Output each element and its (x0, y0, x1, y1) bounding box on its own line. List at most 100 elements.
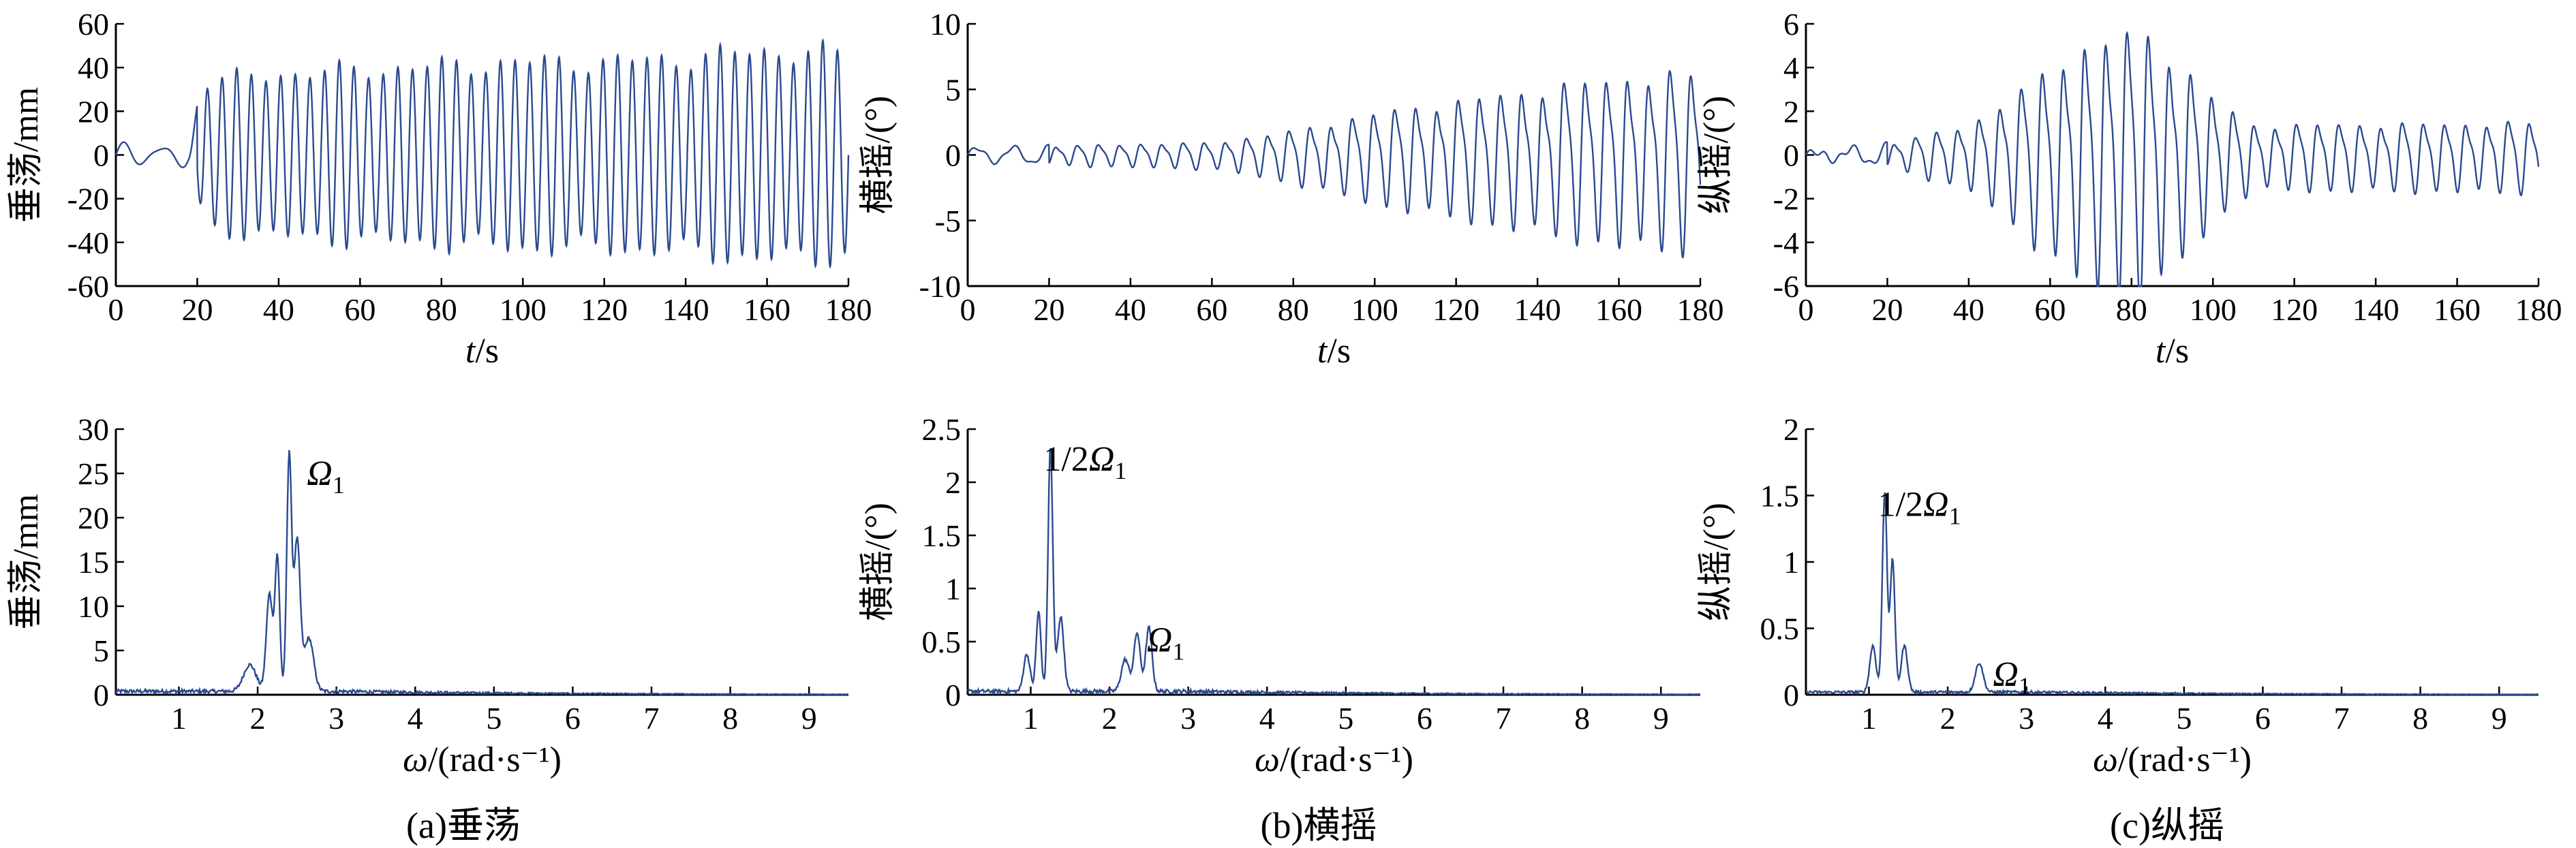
pitch-time-x-tick-label: 100 (2190, 292, 2237, 327)
roll-spectrum-peak-annotation: 1/2Ω1 (1043, 440, 1126, 484)
roll-time-x-tick-label: 60 (1196, 292, 1227, 327)
roll-time-y-tick-label: 5 (945, 72, 961, 107)
roll-spectrum-x-tick-label: 1 (1023, 701, 1039, 736)
heave-time-y-tick-label: 60 (78, 7, 109, 42)
pitch-time-y-tick-label: -4 (1773, 225, 1799, 260)
pitch-spectrum-x-tick-label: 7 (2334, 701, 2350, 736)
roll-spectrum-x-tick-label: 5 (1338, 701, 1353, 736)
roll-time-x-tick-label: 140 (1514, 292, 1561, 327)
heave-spectrum-x-tick-label: 5 (486, 701, 502, 736)
roll-spectrum-x-tick-label: 8 (1574, 701, 1590, 736)
pitch-time-y-label: 纵摇/(°) (1697, 96, 1736, 215)
roll-time-x-tick-label: 160 (1595, 292, 1642, 327)
pitch-time-x-tick-label: 80 (2116, 292, 2147, 327)
caption-a: (a)垂荡 (406, 805, 521, 846)
pitch-spectrum-y-tick-label: 1.5 (1760, 479, 1800, 514)
heave-time-x-tick-label: 180 (825, 292, 872, 327)
heave-time-y-tick-label: 40 (78, 50, 109, 85)
heave-spectrum-y-tick-label: 0 (93, 678, 109, 712)
pitch-spectrum-x-tick-label: 6 (2255, 701, 2271, 736)
roll-spectrum-x-tick-label: 7 (1496, 701, 1512, 736)
roll-spectrum-series-line (966, 447, 1701, 696)
pitch-time-x-tick-label: 60 (2034, 292, 2066, 327)
heave-spectrum-chart: 1 2 3 4 5 6 7 8 9 0 5 10 15 20 25 30 垂荡/mm ω/(rad·s⁻¹) Ω1 (7, 412, 849, 779)
roll-time-series-line (966, 69, 1702, 259)
heave-time-y-tick-label: -60 (67, 269, 109, 304)
roll-time-y-tick-label: -5 (935, 204, 961, 238)
roll-spectrum-x-tick-label: 3 (1180, 701, 1196, 736)
roll-spectrum-x-tick-label: 2 (1102, 701, 1118, 736)
roll-time-x-tick-label: 40 (1115, 292, 1146, 327)
heave-spectrum-x-tick-label: 9 (801, 701, 817, 736)
heave-time-x-label: t/s (465, 332, 499, 371)
pitch-spectrum-x-label: ω/(rad·s⁻¹) (2093, 740, 2252, 779)
heave-spectrum-x-tick-label: 4 (408, 701, 423, 736)
roll-time-y-tick-label: -10 (919, 269, 961, 304)
roll-time-x-tick-label: 20 (1033, 292, 1064, 327)
heave-spectrum-y-label: 垂荡/mm (7, 494, 46, 629)
heave-spectrum-series-line (114, 450, 849, 696)
pitch-time-x-tick-label: 0 (1798, 292, 1814, 327)
heave-time-y-tick-label: 0 (93, 138, 109, 173)
roll-spectrum-y-tick-label: 1 (945, 571, 961, 606)
pitch-spectrum-y-label: 纵摇/(°) (1697, 503, 1736, 621)
roll-time-y-tick-label: 0 (945, 138, 961, 173)
heave-spectrum-x-tick-label: 6 (565, 701, 581, 736)
pitch-spectrum-series-line (1805, 492, 2539, 696)
pitch-time-x-tick-label: 180 (2515, 292, 2562, 327)
pitch-time-y-tick-label: 6 (1783, 7, 1799, 42)
heave-time-y-tick-label: -20 (67, 182, 109, 217)
pitch-time-x-tick-label: 40 (1953, 292, 1984, 327)
heave-spectrum-x-tick-label: 1 (171, 701, 187, 736)
pitch-time-x-label: t/s (2156, 332, 2189, 371)
heave-time-x-tick-label: 60 (344, 292, 375, 327)
pitch-spectrum-y-tick-label: 0 (1783, 678, 1799, 712)
heave-time-x-tick-label: 40 (263, 292, 294, 327)
heave-time-y-tick-label: 20 (78, 94, 109, 129)
roll-spectrum-chart: 1 2 3 4 5 6 7 8 9 0 0.5 1 1.5 2 2.5 横摇/(°) ω/(rad·s⁻¹) 1/… (859, 412, 1701, 779)
pitch-spectrum-y-tick-label: 1 (1783, 545, 1799, 580)
pitch-time-y-tick-label: -2 (1773, 182, 1799, 217)
roll-spectrum-y-tick-label: 2 (945, 465, 961, 500)
pitch-spectrum-x-tick-label: 5 (2176, 701, 2192, 736)
heave-spectrum-y-tick-label: 15 (78, 545, 109, 580)
pitch-spectrum-peak-annotation: 1/2Ω1 (1878, 486, 1961, 530)
heave-time-x-tick-label: 120 (581, 292, 628, 327)
caption-b: (b)横摇 (1261, 805, 1377, 846)
roll-spectrum-y-tick-label: 1.5 (922, 518, 962, 553)
pitch-time-x-tick-label: 120 (2271, 292, 2318, 327)
pitch-spectrum-x-tick-label: 8 (2412, 701, 2428, 736)
roll-time-chart: 0 20 40 60 80 100 120 140 160 180 -10 -5 0 5 10 横摇/(°) t… (859, 7, 1724, 371)
pitch-time-x-tick-label: 140 (2352, 292, 2399, 327)
pitch-time-x-tick-label: 20 (1871, 292, 1903, 327)
roll-spectrum-y-tick-label: 2.5 (922, 412, 962, 447)
roll-time-x-tick-label: 100 (1351, 292, 1398, 327)
roll-spectrum-y-label: 横摇/(°) (859, 503, 898, 621)
heave-time-y-tick-label: -40 (67, 225, 109, 260)
pitch-time-y-tick-label: -6 (1773, 269, 1799, 304)
pitch-time-x-tick-label: 160 (2434, 292, 2481, 327)
heave-spectrum-x-tick-label: 7 (644, 701, 660, 736)
heave-time-x-tick-label: 100 (500, 292, 547, 327)
pitch-time-series-line (1805, 31, 2540, 287)
pitch-time-y-tick-label: 2 (1783, 94, 1799, 129)
roll-time-y-label: 横摇/(°) (859, 96, 898, 215)
heave-spectrum-x-label: ω/(rad·s⁻¹) (403, 740, 562, 779)
roll-time-x-label: t/s (1317, 332, 1351, 371)
roll-spectrum-x-tick-label: 4 (1259, 701, 1275, 736)
pitch-spectrum-y-tick-label: 0.5 (1760, 612, 1800, 646)
heave-time-chart: 0 20 40 60 80 100 120 140 160 180 -60 -40 -20 0 20 40 60… (7, 7, 872, 371)
roll-spectrum-y-tick-label: 0.5 (922, 625, 962, 659)
heave-time-x-tick-label: 20 (181, 292, 213, 327)
roll-time-x-tick-label: 120 (1432, 292, 1479, 327)
roll-spectrum-x-label: ω/(rad·s⁻¹) (1255, 740, 1413, 779)
roll-time-y-tick-label: 10 (930, 7, 961, 42)
heave-spectrum-y-tick-label: 25 (78, 456, 109, 491)
heave-spectrum-y-tick-label: 20 (78, 501, 109, 535)
pitch-spectrum-chart: 1 2 3 4 5 6 7 8 9 0 0.5 1 1.5 2 纵摇/(°) ω/(rad·s⁻¹) 1/2Ω1… (1697, 412, 2539, 779)
roll-time-x-tick-label: 80 (1278, 292, 1309, 327)
pitch-time-chart: 0 20 40 60 80 100 120 140 160 180 -6 -4 -2 0 2 4 6 纵摇/(°)… (1697, 7, 2562, 371)
heave-time-x-tick-label: 140 (662, 292, 709, 327)
heave-time-series-line (114, 37, 850, 270)
roll-time-x-tick-label: 180 (1677, 292, 1724, 327)
